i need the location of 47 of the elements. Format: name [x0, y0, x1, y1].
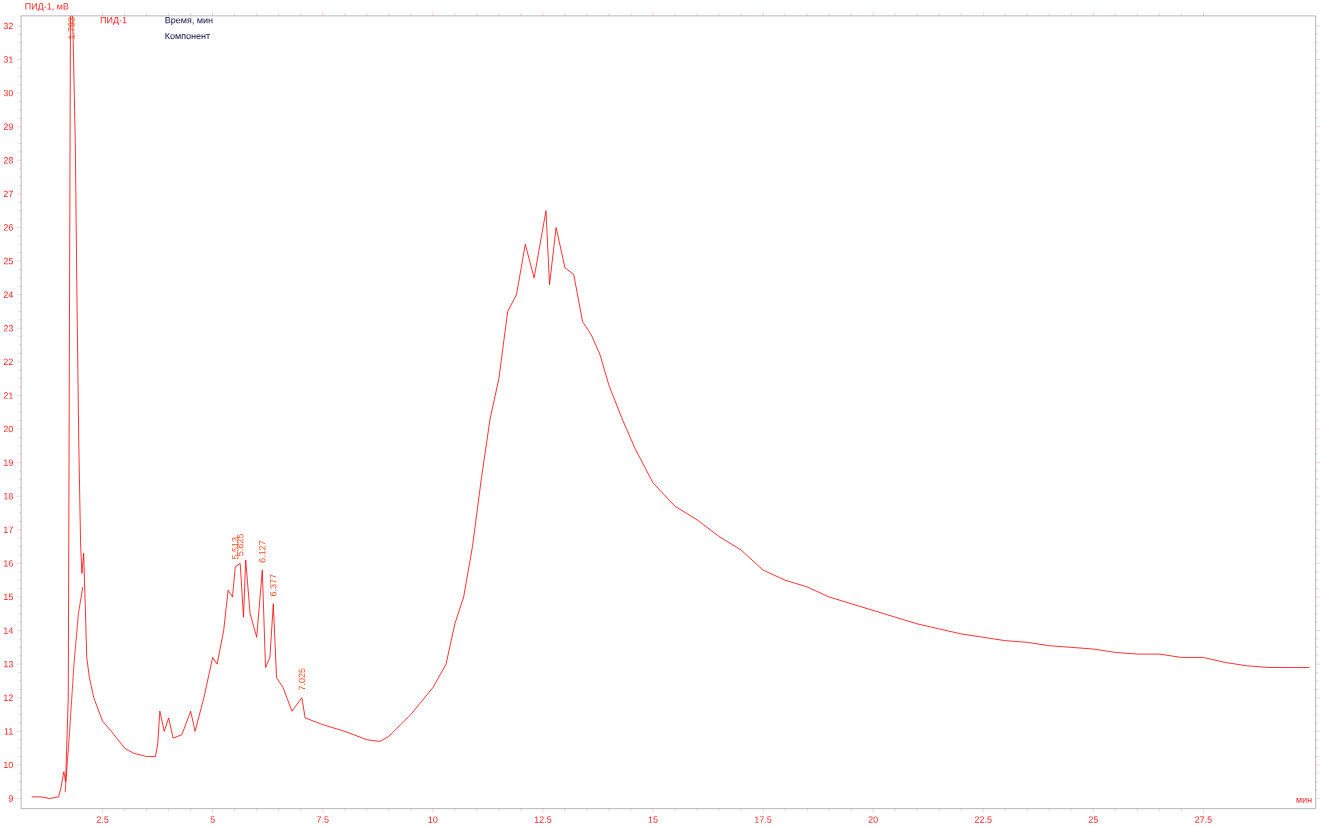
x-tick-label: 20 [868, 816, 878, 823]
x-tick-label: 12.5 [534, 816, 552, 823]
x-tick-label: 5 [210, 816, 215, 823]
y-tick-label: 28 [3, 157, 13, 164]
annotation: 1.793 [68, 17, 75, 39]
annotation: 7.025 [298, 668, 306, 691]
x-tick-label: 15 [648, 816, 658, 823]
x-tick-label: 10 [428, 816, 438, 823]
y-tick-label: 15 [4, 593, 13, 601]
y-tick-label: 16 [4, 560, 13, 567]
line-series [64, 586, 84, 793]
y-tick-label: 9 [8, 795, 13, 802]
x-tick-label: 2.5 [96, 816, 109, 823]
y-tick-label: 10 [4, 761, 13, 769]
y-tick-label: 29 [3, 123, 13, 130]
annotation: 5.513 [232, 537, 239, 560]
y-tick-label: 26 [3, 224, 13, 231]
x-tick-label: 7.5 [316, 816, 329, 823]
y-tick-label: 23 [3, 325, 13, 332]
y-tick-label: 17 [4, 526, 13, 533]
y-tick-label: 20 [3, 425, 13, 433]
y-tick-label: 27 [3, 190, 13, 197]
text: ПИД-1 [100, 17, 127, 25]
y-tick-label: 14 [4, 627, 14, 634]
x-tick-label: 17.5 [754, 816, 772, 823]
y-tick-label: 13 [4, 660, 13, 668]
x-tick-label: 25 [1088, 816, 1098, 823]
annotation: Время, мин [165, 17, 213, 26]
y-tick-label: 21 [3, 392, 13, 399]
x-axis-title: мин [1296, 798, 1312, 803]
y-axis-title: ПИД-1, мВ [25, 3, 69, 12]
y-tick-label: 11 [4, 728, 13, 735]
y-tick-label: 30 [3, 89, 13, 97]
y-tick-label: 32 [3, 22, 13, 30]
y-tick-label: 25 [3, 257, 13, 265]
x-tick-label: 22.5 [974, 816, 992, 823]
y-tick-label: 19 [4, 459, 13, 466]
y-tick-label: 31 [3, 56, 13, 63]
y-tick-label: 12 [4, 694, 13, 701]
y-tick-label: 18 [4, 492, 13, 500]
y-tick-label: 24 [3, 291, 14, 298]
annotation: 6.377 [270, 574, 277, 596]
x-tick-label: 27.5 [1195, 816, 1212, 823]
annotation: 6.127 [259, 540, 266, 563]
annotation: Компонент [165, 32, 210, 40]
annotation: 5.625 [237, 533, 244, 556]
y-tick-label: 22 [3, 358, 13, 365]
